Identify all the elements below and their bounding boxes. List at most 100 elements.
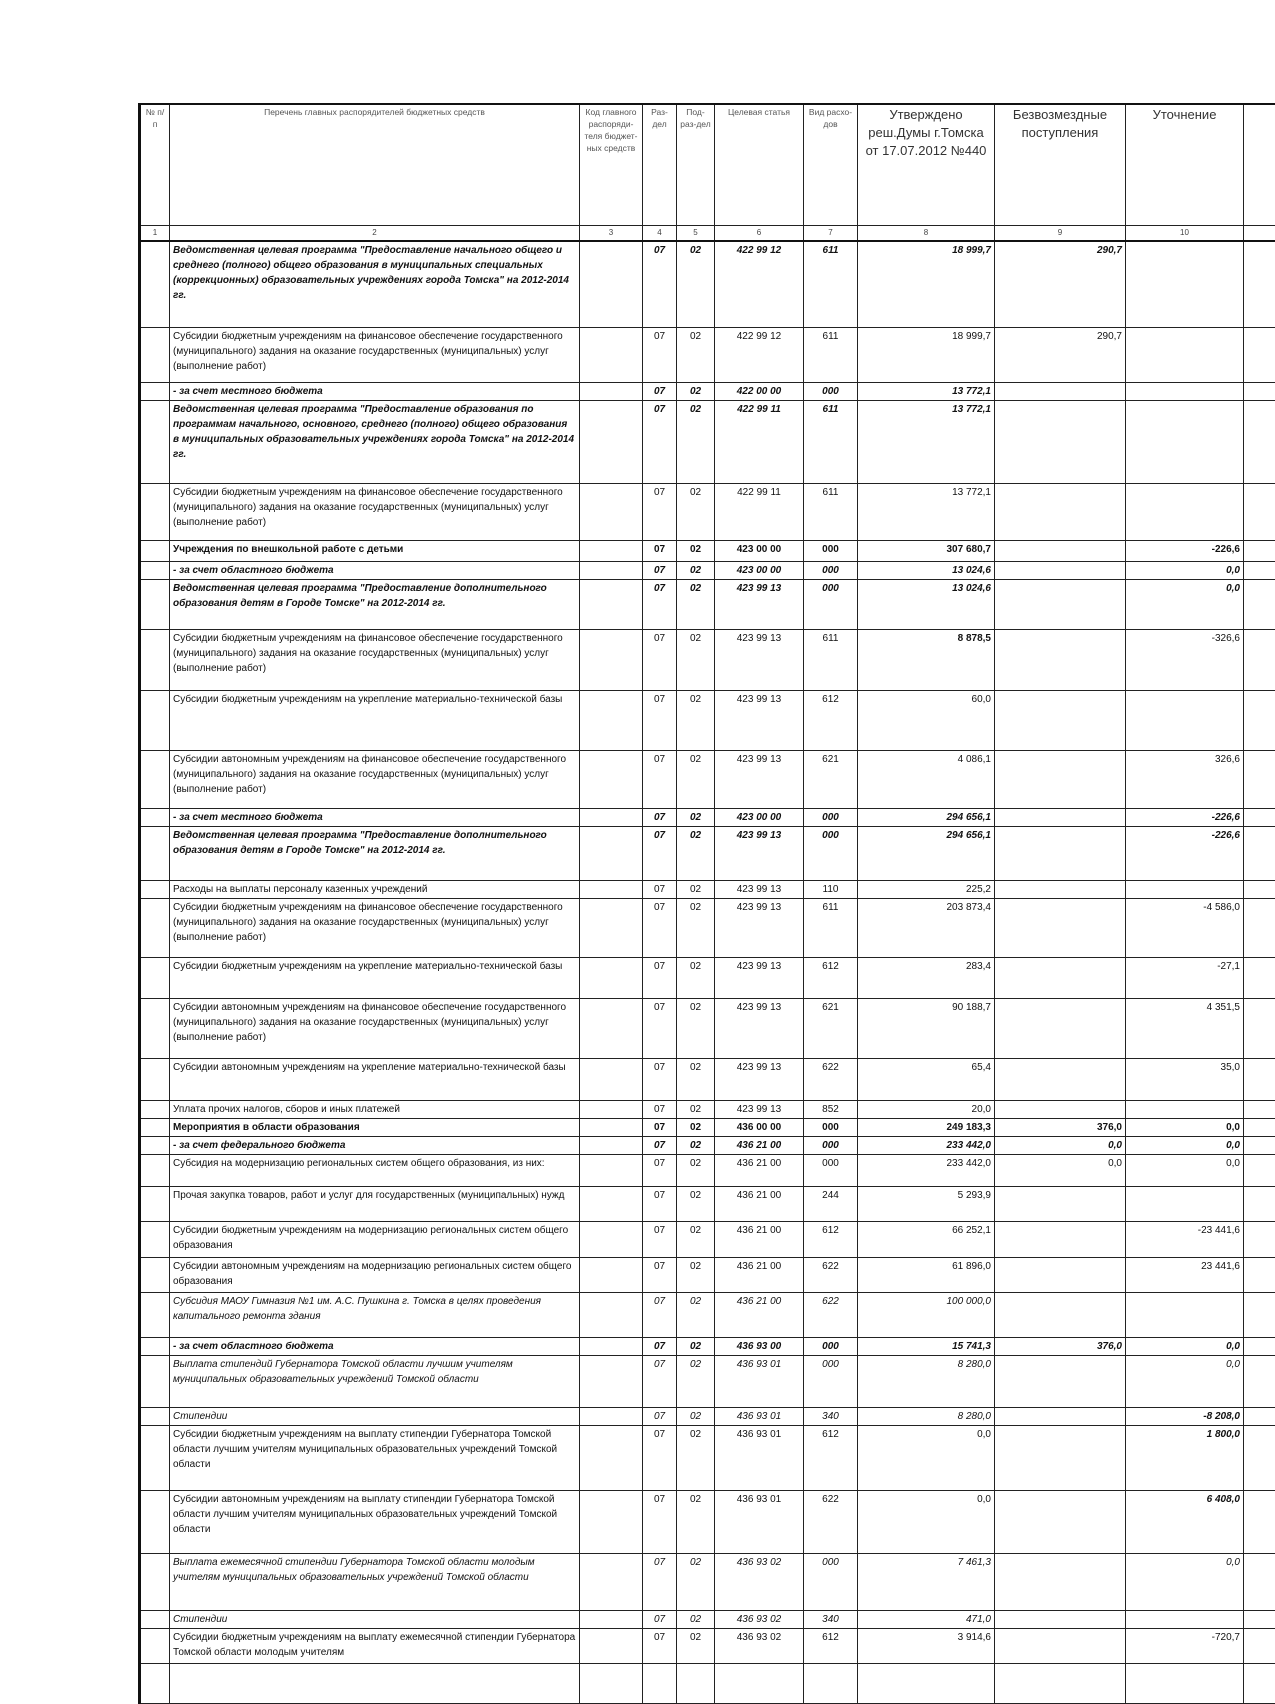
section: 07 [643,400,677,483]
adjustment-amount: 326,6 [1126,750,1244,808]
row-number [140,957,170,998]
row-name: Выплата стипендий Губернатора Томской об… [170,1355,580,1407]
row-name: Расходы на выплаты персоналу казенных уч… [170,880,580,898]
row-number [140,750,170,808]
target-article: 436 00 00 [715,1118,804,1136]
row-name: Субсидии бюджетным учреждениям на укрепл… [170,690,580,750]
adjustment-amount: -4 586,0 [1126,898,1244,957]
expense-type: 000 [804,540,858,561]
section: 07 [643,826,677,880]
grants-amount: 290,7 [995,327,1126,382]
approved-amount: 18 999,7 [858,241,995,327]
extra [1244,1292,1275,1337]
extra [1244,808,1275,826]
approved-amount: 8 878,5 [858,629,995,690]
approved-amount: 249 183,3 [858,1118,995,1136]
adjustment-amount: 0,0 [1126,1154,1244,1186]
row-name: Субсидии автономным учреждениям на финан… [170,998,580,1058]
grants-amount: 376,0 [995,1118,1126,1136]
expense-type: 000 [804,382,858,400]
row-number [140,327,170,382]
expense-type: 611 [804,629,858,690]
row-number [140,1221,170,1257]
grants-amount [995,1610,1126,1628]
section: 07 [643,540,677,561]
expense-type: 340 [804,1610,858,1628]
adjustment-amount: 23 441,6 [1126,1257,1244,1292]
row-number [140,1292,170,1337]
subsection: 02 [677,1425,715,1490]
header-grants: Безвозмездные поступления [995,104,1126,225]
expense-type: 000 [804,579,858,629]
row-number [140,1407,170,1425]
approved-amount: 7 461,3 [858,1553,995,1610]
subsection: 02 [677,241,715,327]
grants-amount [995,629,1126,690]
table-row: Ведомственная целевая программа "Предост… [140,400,1275,483]
section: 07 [643,1100,677,1118]
row-name: Субсидии автономным учреждениям на выпла… [170,1490,580,1553]
target-article: 436 21 00 [715,1221,804,1257]
expense-type: 611 [804,327,858,382]
row-number [140,1100,170,1118]
approved-amount: 90 188,7 [858,998,995,1058]
expense-type: 000 [804,826,858,880]
row-number [140,998,170,1058]
subsection: 02 [677,561,715,579]
adjustment-amount [1126,327,1244,382]
manager-code [580,540,643,561]
section: 07 [643,1257,677,1292]
adjustment-amount [1126,690,1244,750]
section: 07 [643,1407,677,1425]
expense-type: 622 [804,1257,858,1292]
approved-amount: 0,0 [858,1425,995,1490]
manager-code [580,1154,643,1186]
manager-code [580,1100,643,1118]
header-adjustment: Уточнение [1126,104,1244,225]
approved-amount: 283,4 [858,957,995,998]
manager-code [580,629,643,690]
target-article: 436 93 00 [715,1337,804,1355]
grants-amount [995,1628,1126,1663]
expense-type: 000 [804,808,858,826]
grants-amount [995,1058,1126,1100]
extra [1244,1058,1275,1100]
expense-type: 000 [804,1154,858,1186]
manager-code [580,1136,643,1154]
section: 07 [643,1490,677,1553]
extra [1244,880,1275,898]
table-row [140,1663,1275,1703]
row-number [140,1628,170,1663]
col-number: 10 [1126,225,1244,241]
target-article: 423 99 13 [715,579,804,629]
adjustment-amount: 0,0 [1126,1337,1244,1355]
subsection: 02 [677,998,715,1058]
section: 07 [643,1610,677,1628]
expense-type: 000 [804,1136,858,1154]
row-number [140,1425,170,1490]
table-row: Субсидии бюджетным учреждениям на финанс… [140,327,1275,382]
row-name: Стипендии [170,1610,580,1628]
table-row: Ведомственная целевая программа "Предост… [140,826,1275,880]
target-article: 423 99 13 [715,690,804,750]
extra [1244,1154,1275,1186]
grants-amount [995,382,1126,400]
row-number [140,1186,170,1221]
section: 07 [643,1292,677,1337]
section: 07 [643,1337,677,1355]
row-number [140,1058,170,1100]
adjustment-amount: -8 208,0 [1126,1407,1244,1425]
adjustment-amount [1126,1292,1244,1337]
table-row: Субсидии автономным учреждениям на финан… [140,750,1275,808]
row-number [140,1610,170,1628]
manager-code [580,826,643,880]
row-name: - за счет местного бюджета [170,808,580,826]
col-number: 6 [715,225,804,241]
extra [1244,1337,1275,1355]
target-article: 436 93 01 [715,1407,804,1425]
section: 07 [643,561,677,579]
adjustment-amount: 4 351,5 [1126,998,1244,1058]
row-number [140,690,170,750]
subsection: 02 [677,1058,715,1100]
approved-amount: 18 999,7 [858,327,995,382]
